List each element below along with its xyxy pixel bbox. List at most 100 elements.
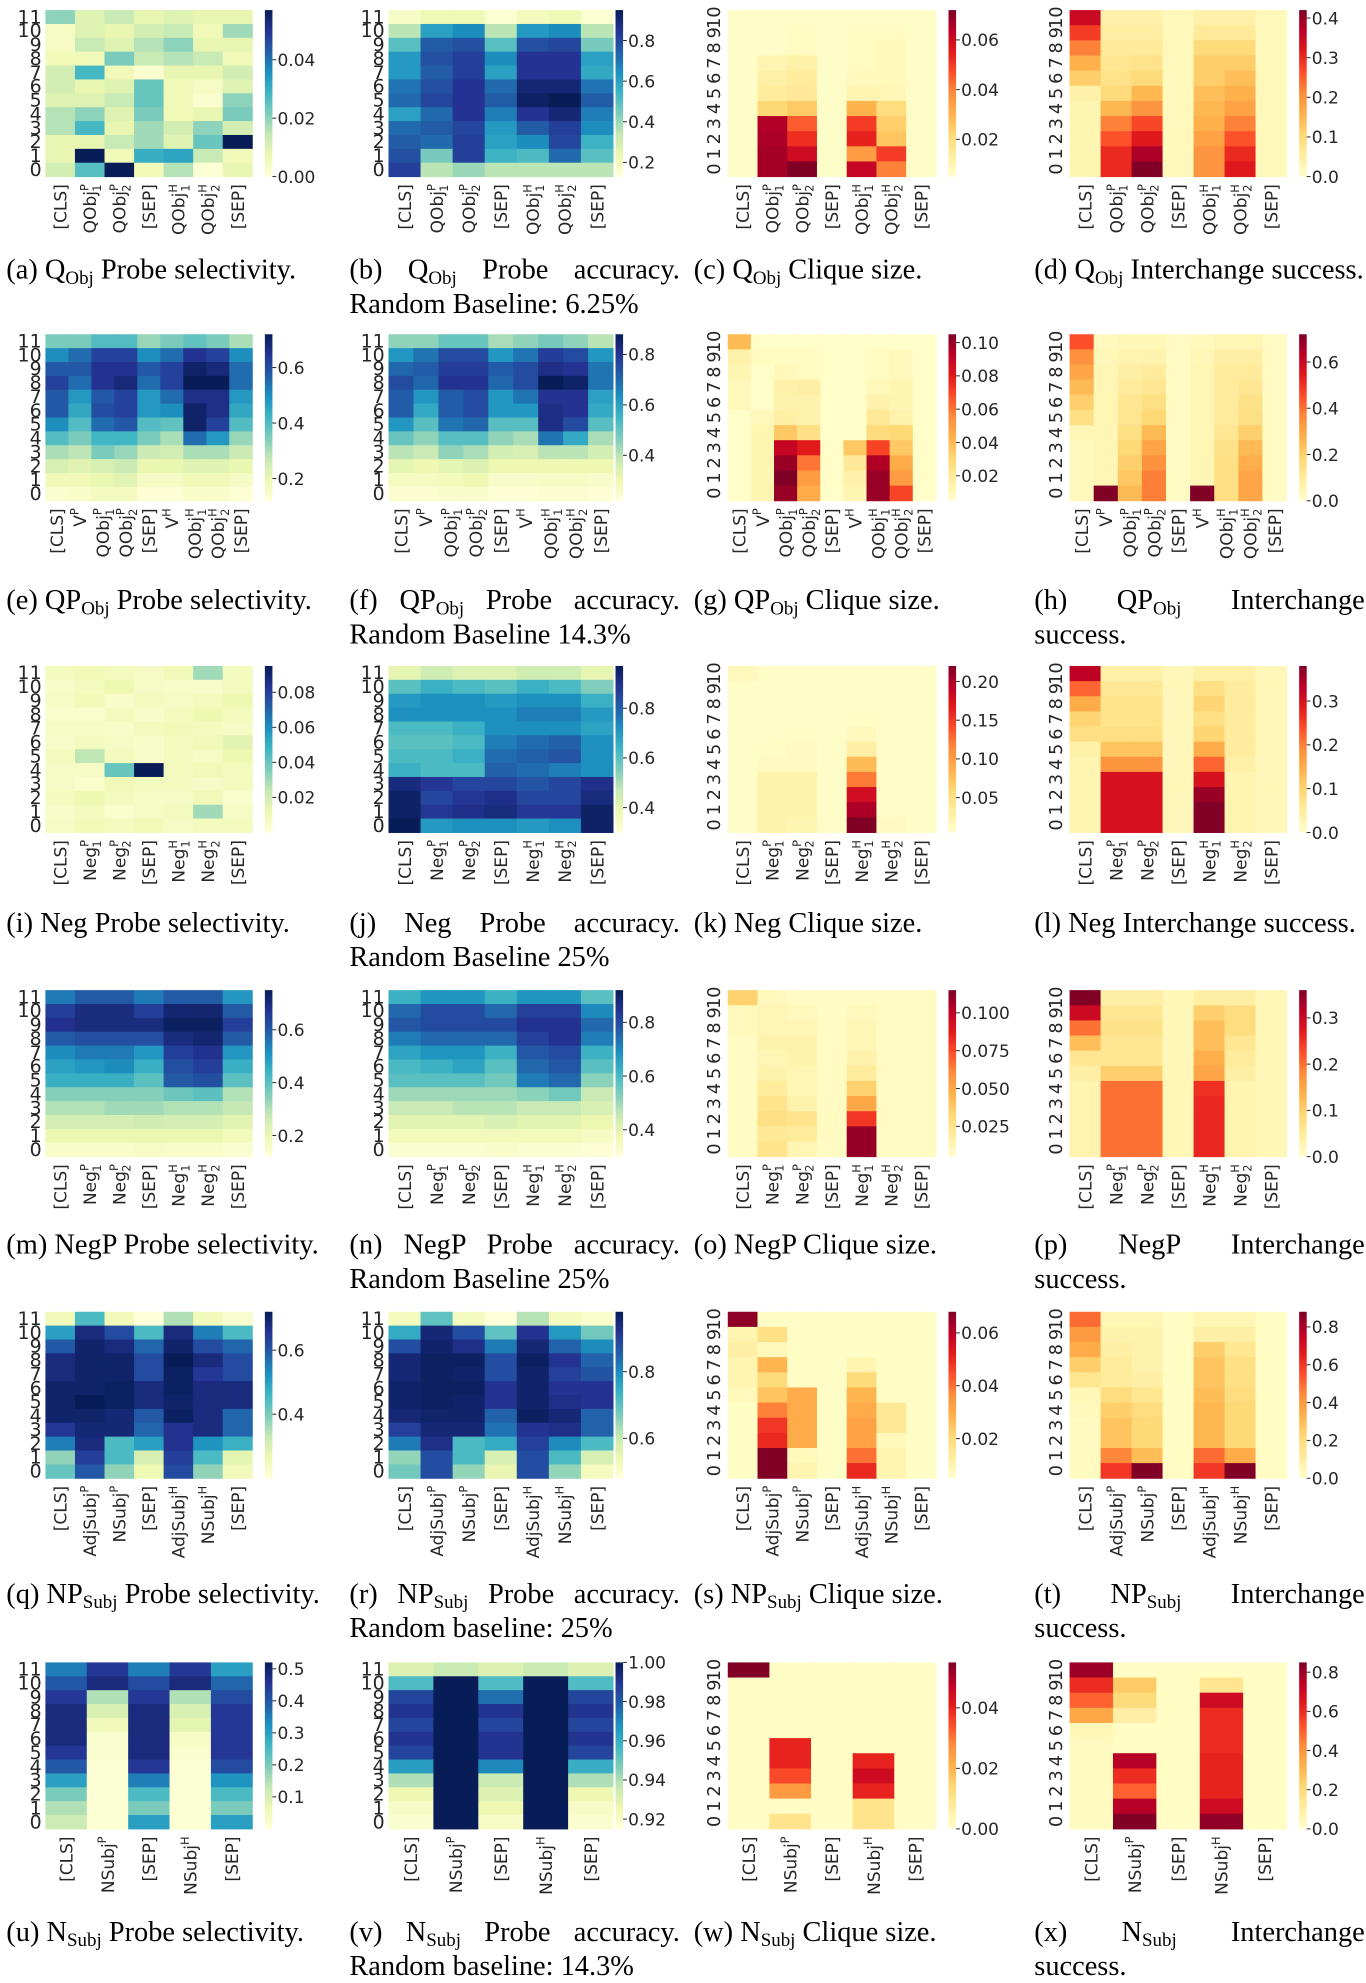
heatmap-cell [906,25,937,41]
heatmap-cell [894,1707,937,1724]
heatmap-cell [563,334,589,349]
caption-subject: NegP [54,1228,117,1261]
heatmap-cell [452,1004,486,1019]
y-tick-label: 7 [373,718,385,740]
heatmap-cell [420,93,454,108]
heatmap-cell [1162,681,1195,697]
heatmap-cell [1069,802,1102,818]
heatmap-cell [1214,455,1239,471]
heatmap-cell [1069,470,1095,487]
y-tick-label: 9 [705,683,725,694]
heatmap-cell [816,1463,848,1479]
y-tick-label: 3 [30,773,42,795]
caption-label: (f) [349,583,378,616]
caption-text: Interchange success. [1122,906,1356,939]
heatmap-cell [774,349,798,366]
heatmap-cell [846,25,877,41]
y-tick-label: 7 [373,386,385,408]
heatmap-cell [452,1367,486,1382]
heatmap-cell [906,802,937,818]
heatmap-cell [516,804,550,820]
y-tick-label: 7 [705,1710,725,1721]
heatmap-cell [229,445,253,460]
y-tick-label: 7 [1047,1710,1067,1721]
heatmap-cell [774,409,798,426]
caption-label: (t) [1034,1577,1062,1610]
heatmap-cell [1255,696,1288,712]
heatmap-cell [222,1436,253,1452]
heatmap-cell [163,818,194,833]
caption-label: (q) [6,1577,40,1610]
heatmap-cell [1162,55,1195,72]
heatmap-cell [876,1020,907,1037]
colorbar-tick-label: 0.100 [961,1004,1010,1024]
heatmap-cell [420,776,454,792]
heatmap-cell [1100,25,1133,41]
x-tick-label: [CLS] [1076,1164,1096,1209]
heatmap-cell [1162,1417,1195,1434]
heatmap-cell [1069,1080,1102,1097]
heatmap-cell [727,1662,770,1679]
heatmap-cell [1255,756,1288,773]
heatmap-cell [876,100,907,117]
heatmap-cell [463,334,489,349]
heatmap-cell [1193,1447,1226,1464]
heatmap-cell [1162,131,1195,147]
heatmap-cell [1255,55,1288,72]
y-tick-label: 10 [1047,986,1067,1008]
y-tick-label: 2 [30,131,42,153]
y-tick-label: 6 [705,1725,725,1736]
heatmap-cell [894,1692,937,1709]
heatmap-cell [516,790,550,806]
y-tick-label: 6 [30,1056,42,1078]
heatmap-cell [134,1101,165,1116]
heatmap-cell [160,472,184,488]
heatmap-cell [388,361,414,377]
heatmap-cell [580,1339,614,1354]
heatmap-cell [787,1035,818,1052]
heatmap-cell [846,817,877,833]
y-tick-label: 7 [1047,57,1067,68]
heatmap-cell [816,802,848,818]
heatmap-cell [1131,1020,1164,1037]
heatmap-cell [134,1450,165,1465]
heatmap-cell [727,802,759,818]
heatmap-cell [163,1408,194,1424]
heatmap-cell [104,79,135,94]
heatmap-cell [513,486,539,502]
colorbar-tick-label: 0.8 [628,1363,655,1383]
heatmap-cell [86,1690,129,1705]
heatmap-cell [769,1753,812,1769]
heatmap-cell [160,459,184,474]
caption-v: (v) NSubj Probe accuracy. Random baselin… [349,1915,679,1983]
heatmap-cell [222,1395,253,1410]
heatmap-cell [1243,1738,1288,1754]
heatmap-cell [1190,455,1215,471]
heatmap-cell [420,1353,454,1368]
heatmap-cell [727,1065,759,1082]
heatmap-cell [1069,25,1102,41]
colorbar-tick-label: 0.8 [1312,1664,1339,1684]
x-tick-label: QObjP1 [424,184,451,233]
heatmap-cell [1156,1753,1201,1769]
heatmap-cell [452,1381,486,1396]
y-tick-label: 4 [30,1756,42,1778]
heatmap-cell [727,131,759,147]
heatmap-cell [193,93,224,108]
heatmap-cell [229,486,253,502]
heatmap-cell [388,1395,422,1410]
heatmap-cell [74,776,106,792]
caption-o: (o) NegP Clique size. [694,1227,1024,1261]
heatmap-cell [160,375,184,391]
heatmap-cell [1193,1402,1226,1419]
heatmap-cell [1214,485,1239,502]
caption-subject: NegP [733,1228,796,1261]
heatmap-cell [580,65,614,80]
heatmap-cell [876,70,907,87]
y-tick-label: 5 [1047,88,1067,99]
colorbar-tick-label: 0.1 [1312,780,1339,800]
colorbar-tick-label: 0.4 [277,1406,304,1426]
heatmap-cell [478,1690,524,1705]
heatmap-cell [1193,1417,1226,1434]
heatmap-cell [104,1339,135,1354]
